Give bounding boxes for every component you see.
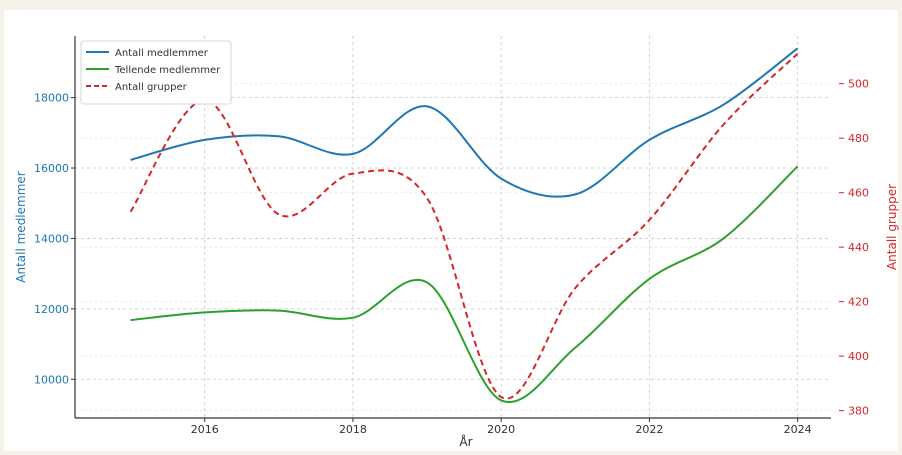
series-line-antall-medlemmer bbox=[130, 47, 799, 198]
legend-entry: Antall medlemmer bbox=[115, 48, 209, 59]
axes bbox=[71, 36, 844, 422]
tick-labels: 2016 2018 2020 2022 2024 10000 12000 14000 16000… bbox=[34, 78, 869, 436]
y-tick-label-left: 18000 bbox=[34, 92, 69, 105]
x-tick-label: 2024 bbox=[784, 423, 812, 436]
y-tick-label-left: 14000 bbox=[34, 232, 69, 245]
y-tick-label-left: 12000 bbox=[34, 303, 69, 316]
series-lines bbox=[129, 47, 799, 404]
y-tick-label-left: 10000 bbox=[34, 373, 69, 386]
y-tick-label-right: 480 bbox=[848, 132, 869, 145]
y-tick-label-right: 400 bbox=[848, 350, 869, 363]
x-tick-label: 2022 bbox=[635, 423, 663, 436]
legend-box bbox=[80, 40, 232, 105]
y-tick-label-right: 420 bbox=[848, 296, 869, 309]
legend-entry: Tellende medlemmer bbox=[114, 65, 221, 76]
y-tick-label-right: 500 bbox=[848, 78, 869, 91]
y-tick-label-left: 16000 bbox=[34, 162, 69, 175]
y-axis-right-label: Antall grupper bbox=[885, 184, 899, 270]
y-tick-label-right: 440 bbox=[848, 241, 869, 254]
x-tick-label: 2018 bbox=[339, 423, 367, 436]
y-axis-left-label: Antall medlemmer bbox=[14, 171, 28, 283]
series-line-tellende-medlemmer bbox=[130, 165, 799, 404]
x-axis-label: År bbox=[459, 434, 472, 449]
x-tick-label: 2016 bbox=[191, 423, 219, 436]
y-tick-label-right: 460 bbox=[848, 187, 869, 200]
x-tick-label: 2020 bbox=[487, 423, 515, 436]
legend-entry: Antall grupper bbox=[115, 82, 188, 93]
y-tick-label-right: 380 bbox=[848, 405, 869, 418]
legend: Antall medlemmer Tellende medlemmer Antall… bbox=[80, 40, 232, 105]
series-line-antall-grupper bbox=[129, 52, 799, 400]
